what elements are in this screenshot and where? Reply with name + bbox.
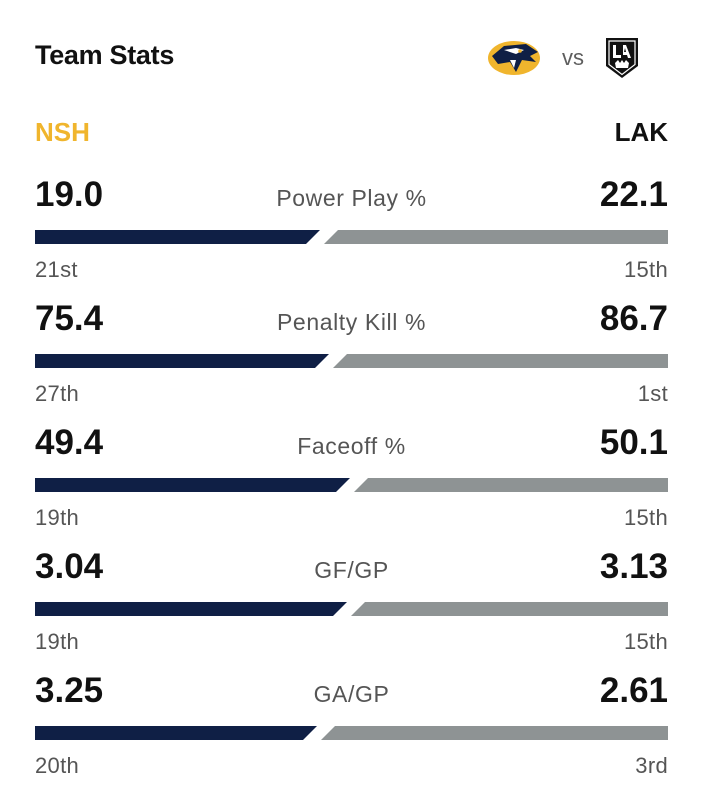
home-bar [35, 230, 320, 244]
away-bar [351, 602, 668, 616]
comparison-bar [35, 602, 668, 616]
away-value: 2.61 [599, 671, 668, 710]
stat-label: Power Play % [276, 185, 427, 211]
home-value: 49.4 [35, 423, 104, 462]
away-rank: 1st [637, 381, 668, 406]
stat-label: GF/GP [314, 557, 389, 583]
away-rank: 15th [623, 629, 668, 654]
away-value: 86.7 [599, 299, 668, 338]
away-rank: 15th [623, 505, 668, 530]
away-bar [324, 230, 668, 244]
predators-logo-icon [486, 38, 542, 78]
stat-label: Faceoff % [297, 433, 406, 459]
home-team-abbr: NSH [35, 117, 90, 147]
vs-label: vs [562, 45, 584, 70]
home-value: 3.04 [35, 547, 104, 586]
stat-row-ga-gp: 3.25 GA/GP 2.61 20th 3rd [35, 669, 668, 781]
away-value: 3.13 [599, 547, 668, 586]
header: Team Stats vs [35, 30, 668, 86]
home-bar [35, 726, 317, 740]
home-value: 75.4 [35, 299, 104, 338]
stat-row-power-play: 19.0 Power Play % 22.1 21st 15th [35, 173, 668, 285]
team-abbreviations: NSH LAK [35, 117, 668, 151]
home-value: 19.0 [35, 175, 104, 214]
away-rank: 15th [623, 257, 668, 282]
away-value: 22.1 [599, 175, 668, 214]
home-bar [35, 478, 350, 492]
home-bar [35, 602, 347, 616]
away-bar [333, 354, 668, 368]
stat-row-faceoff: 49.4 Faceoff % 50.1 19th 15th [35, 421, 668, 533]
comparison-bar [35, 726, 668, 740]
stat-label: Penalty Kill % [276, 309, 427, 335]
stat-row-penalty-kill: 75.4 Penalty Kill % 86.7 27th 1st [35, 297, 668, 409]
stat-label: GA/GP [313, 681, 390, 707]
away-value: 50.1 [599, 423, 668, 462]
home-rank: 20th [35, 753, 80, 778]
home-rank: 27th [35, 381, 80, 406]
home-bar [35, 354, 329, 368]
away-bar [321, 726, 668, 740]
comparison-bar [35, 478, 668, 492]
page-title: Team Stats [35, 40, 175, 70]
away-team-abbr: LAK [614, 117, 668, 147]
kings-logo-icon [604, 36, 640, 80]
comparison-bar [35, 230, 668, 244]
away-rank: 3rd [635, 753, 668, 778]
matchup: vs [486, 30, 640, 86]
home-rank: 21st [35, 257, 78, 282]
comparison-bar [35, 354, 668, 368]
stat-row-gf-gp: 3.04 GF/GP 3.13 19th 15th [35, 545, 668, 657]
home-value: 3.25 [35, 671, 104, 710]
away-bar [354, 478, 668, 492]
home-rank: 19th [35, 629, 80, 654]
home-rank: 19th [35, 505, 80, 530]
